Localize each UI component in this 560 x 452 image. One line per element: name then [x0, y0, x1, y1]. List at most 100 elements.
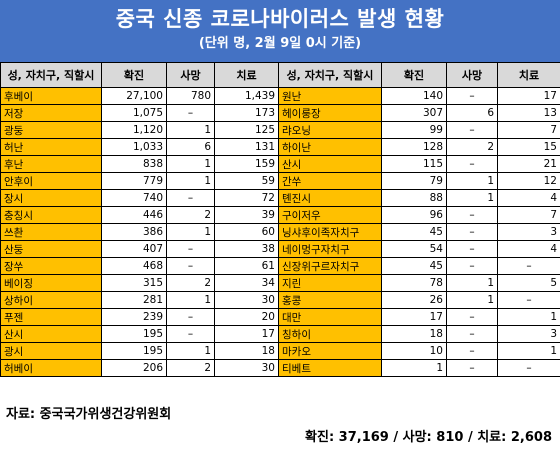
deaths-cell: –	[166, 240, 215, 258]
deaths-cell: 1	[166, 155, 215, 173]
confirmed-cell: 195	[101, 325, 167, 343]
confirmed-cell: 26	[381, 291, 447, 309]
recovered-cell: 20	[214, 308, 279, 326]
confirmed-cell: 779	[101, 172, 167, 190]
deaths-cell: 1	[446, 172, 498, 190]
region-cell: 후난	[0, 155, 102, 173]
recovered-cell: 30	[214, 291, 279, 309]
table-row: 충칭시 446 2 39 구이저우 96–7	[0, 206, 560, 224]
deaths-cell: 1	[166, 121, 215, 139]
region-cell: 신장위구르자치구	[278, 257, 382, 275]
region-cell: 칭하이	[278, 325, 382, 343]
table-row: 장시 740–72 톈진시 88 1 4	[0, 189, 560, 207]
recovered-cell: 159	[214, 155, 279, 173]
recovered-cell: –	[497, 291, 560, 309]
recovered-cell: 3	[497, 325, 560, 343]
deaths-cell: 1	[166, 291, 215, 309]
column-header-recovered: 치료	[214, 62, 279, 88]
column-header-confirmed: 확진	[101, 62, 167, 88]
confirmed-cell: 99	[381, 121, 447, 139]
confirmed-cell: 45	[381, 257, 447, 275]
region-cell: 간쑤	[278, 172, 382, 190]
table-row: 광시 195 1 18 마카오 10–1	[0, 342, 560, 360]
deaths-cell: –	[446, 206, 498, 224]
title-banner: 중국 신종 코로나바이러스 발생 현황 (단위 명, 2월 9일 0시 기준)	[0, 0, 560, 62]
recovered-cell: 30	[214, 359, 279, 377]
deaths-cell: 2	[166, 359, 215, 377]
region-cell: 마카오	[278, 342, 382, 360]
confirmed-cell: 446	[101, 206, 167, 224]
recovered-cell: 13	[497, 104, 560, 122]
confirmed-cell: 18	[381, 325, 447, 343]
region-cell: 산둥	[0, 240, 102, 258]
deaths-cell: 1	[446, 274, 498, 292]
deaths-cell: 1	[446, 291, 498, 309]
table-row: 광둥 1,120 1 125 랴오닝 99–7	[0, 121, 560, 139]
region-cell: 홍콩	[278, 291, 382, 309]
confirmed-cell: 115	[381, 155, 447, 173]
region-cell: 티베트	[278, 359, 382, 377]
recovered-cell: 18	[214, 342, 279, 360]
deaths-cell: –	[166, 104, 215, 122]
column-header-confirmed: 확진	[381, 62, 447, 88]
recovered-cell: 173	[214, 104, 279, 122]
confirmed-cell: 88	[381, 189, 447, 207]
region-cell: 장시	[0, 189, 102, 207]
deaths-cell: –	[446, 342, 498, 360]
recovered-cell: 7	[497, 206, 560, 224]
deaths-cell: 1	[166, 223, 215, 241]
confirmed-cell: 54	[381, 240, 447, 258]
region-cell: 구이저우	[278, 206, 382, 224]
recovered-cell: –	[497, 257, 560, 275]
source-note: 자료: 중국국가위생건강위원회	[6, 407, 172, 422]
region-cell: 장쑤	[0, 257, 102, 275]
recovered-cell: 12	[497, 172, 560, 190]
region-cell: 헤이룽장	[278, 104, 382, 122]
deaths-cell: –	[166, 325, 215, 343]
region-cell: 산시	[278, 155, 382, 173]
region-cell: 대만	[278, 308, 382, 326]
confirmed-cell: 1,075	[101, 104, 167, 122]
recovered-cell: 17	[497, 87, 560, 105]
confirmed-cell: 96	[381, 206, 447, 224]
deaths-cell: –	[446, 257, 498, 275]
region-cell: 저장	[0, 104, 102, 122]
page-subtitle: (단위 명, 2월 9일 0시 기준)	[198, 36, 362, 51]
table-row: 상하이 281 1 30 홍콩 26 1–	[0, 291, 560, 309]
recovered-cell: 7	[497, 121, 560, 139]
deaths-cell: –	[446, 87, 498, 105]
region-cell: 허베이	[0, 359, 102, 377]
deaths-cell: 1	[446, 189, 498, 207]
region-cell: 산시	[0, 325, 102, 343]
recovered-cell: 38	[214, 240, 279, 258]
region-cell: 원난	[278, 87, 382, 105]
confirmed-cell: 17	[381, 308, 447, 326]
table-row: 저장 1,075–173 헤이룽장 307 6 13	[0, 104, 560, 122]
deaths-cell: 1	[166, 172, 215, 190]
region-cell: 광시	[0, 342, 102, 360]
confirmed-cell: 10	[381, 342, 447, 360]
recovered-cell: 1,439	[214, 87, 279, 105]
region-cell: 하이난	[278, 138, 382, 156]
recovered-cell: 59	[214, 172, 279, 190]
deaths-cell: –	[446, 121, 498, 139]
table-row: 허베이 206 2 30 티베트 1– –	[0, 359, 560, 377]
table-row: 후난 838 1 159 산시 115–21	[0, 155, 560, 173]
table-row: 허난 1,033 6 131 하이난 128 2 15	[0, 138, 560, 156]
deaths-cell: –	[166, 257, 215, 275]
recovered-cell: 5	[497, 274, 560, 292]
deaths-cell: 780	[166, 87, 215, 105]
table-header-row: 성, 자치구, 직할시 확진 사망 치료 성, 자치구, 직할시 확진 사망 치…	[0, 62, 560, 88]
confirmed-cell: 128	[381, 138, 447, 156]
confirmed-cell: 140	[381, 87, 447, 105]
region-cell: 광둥	[0, 121, 102, 139]
confirmed-cell: 307	[381, 104, 447, 122]
region-cell: 상하이	[0, 291, 102, 309]
confirmed-cell: 79	[381, 172, 447, 190]
region-cell: 푸젠	[0, 308, 102, 326]
table-row: 안후이 779 1 59 간쑤 79 1 12	[0, 172, 560, 190]
confirmed-cell: 195	[101, 342, 167, 360]
recovered-cell: 125	[214, 121, 279, 139]
deaths-cell: 6	[166, 138, 215, 156]
deaths-cell: –	[446, 223, 498, 241]
